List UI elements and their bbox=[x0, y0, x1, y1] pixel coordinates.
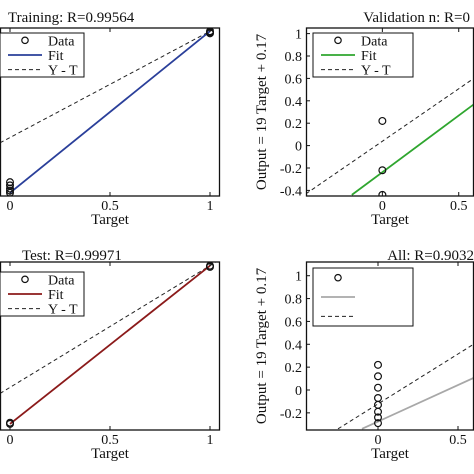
legend-data-symbol bbox=[334, 36, 342, 45]
y-tick-label: 0.2 bbox=[285, 361, 303, 376]
x-tick-label: 1 bbox=[207, 199, 214, 214]
plot-area bbox=[0, 28, 218, 196]
y-tick-label: 1 bbox=[295, 28, 302, 43]
data-point bbox=[374, 360, 383, 369]
data-point bbox=[374, 413, 383, 422]
y-tick-label: 0.4 bbox=[285, 338, 303, 353]
legend-label: Y - T bbox=[48, 64, 78, 79]
data-point bbox=[374, 407, 383, 416]
legend-label: Fit bbox=[48, 288, 64, 303]
legend bbox=[312, 267, 414, 327]
chart-title: Test: R=0.99971 bbox=[22, 248, 122, 264]
data-point bbox=[378, 190, 387, 196]
legend-label: Y - T bbox=[48, 303, 78, 318]
identity-line bbox=[337, 343, 474, 430]
y-tick-label: 0.4 bbox=[285, 95, 303, 110]
data-point bbox=[374, 394, 383, 403]
y-tick-label: 0.8 bbox=[285, 293, 303, 308]
y-tick-label: -0.4 bbox=[280, 184, 302, 199]
y-tick-label: 0 bbox=[295, 140, 302, 155]
data-point bbox=[5, 184, 15, 193]
y-tick-label: 0 bbox=[295, 384, 302, 399]
x-axis-label: Target bbox=[91, 446, 130, 462]
x-axis-label: Target bbox=[371, 446, 410, 462]
y-tick-label: 0.2 bbox=[285, 117, 303, 132]
regression-panel: 0 0.5 -0.4 -0.2 0 0.2 0.4 0.6 0.8 1 Target Output =… bbox=[254, 10, 474, 228]
x-tick-label: 1 bbox=[207, 433, 214, 448]
x-tick-label: 0 bbox=[7, 199, 14, 214]
legend-label: Y - T bbox=[361, 64, 391, 79]
identity-line bbox=[306, 77, 474, 195]
data-point bbox=[6, 188, 14, 196]
data-point bbox=[5, 181, 15, 190]
legend-data-symbol bbox=[21, 275, 29, 284]
data-point bbox=[206, 28, 214, 36]
data-point bbox=[378, 116, 387, 125]
legend-label: Data bbox=[48, 34, 75, 49]
plot-area bbox=[337, 343, 474, 430]
fit-line bbox=[351, 103, 474, 196]
y-tick-label: 0.6 bbox=[285, 72, 303, 87]
x-tick-label: 0 bbox=[379, 199, 386, 214]
plot-area bbox=[306, 77, 474, 196]
identity-line bbox=[0, 262, 217, 394]
fit-line bbox=[361, 376, 474, 430]
x-tick-label: 0.5 bbox=[450, 199, 468, 214]
x-tick-label: 0 bbox=[7, 433, 14, 448]
x-tick-label: 0.5 bbox=[101, 433, 119, 448]
y-axis-label: Output = 19 Target + 0.17 bbox=[254, 267, 270, 424]
y-tick-label: 0.8 bbox=[285, 50, 303, 65]
data-point bbox=[374, 383, 383, 392]
chart-title: Validation n: R=0 bbox=[363, 10, 470, 26]
y-tick-label: -0.2 bbox=[280, 407, 302, 422]
chart-title: Training: R=0.99564 bbox=[8, 10, 135, 26]
x-tick-label: 0 bbox=[375, 433, 382, 448]
legend-label: Fit bbox=[48, 49, 64, 64]
x-axis-label: Target bbox=[371, 212, 410, 228]
y-tick-label: -0.2 bbox=[280, 162, 302, 177]
regression-panel: 0 0.5 -0.2 0 0.2 0.4 0.6 0.8 1 Target Output = 19 … bbox=[254, 248, 474, 462]
data-point bbox=[378, 166, 387, 175]
y-axis-label: Output = 19 Target + 0.17 bbox=[254, 33, 270, 190]
y-tick-label: 1 bbox=[295, 270, 302, 285]
chart-title: All: R=0.9032 bbox=[387, 248, 474, 264]
legend-label: Data bbox=[48, 273, 75, 288]
legend-data-symbol bbox=[334, 273, 342, 282]
x-tick-label: 0.5 bbox=[449, 433, 467, 448]
fit-line bbox=[9, 30, 211, 194]
legend-label: Data bbox=[361, 34, 388, 49]
fit-line bbox=[9, 264, 211, 425]
legend-data-symbol bbox=[21, 36, 29, 45]
legend-label: Fit bbox=[361, 49, 377, 64]
x-tick-label: 0.5 bbox=[101, 199, 119, 214]
x-axis-label: Target bbox=[91, 212, 130, 228]
y-tick-label: 0.6 bbox=[285, 315, 303, 330]
data-point bbox=[374, 372, 383, 381]
